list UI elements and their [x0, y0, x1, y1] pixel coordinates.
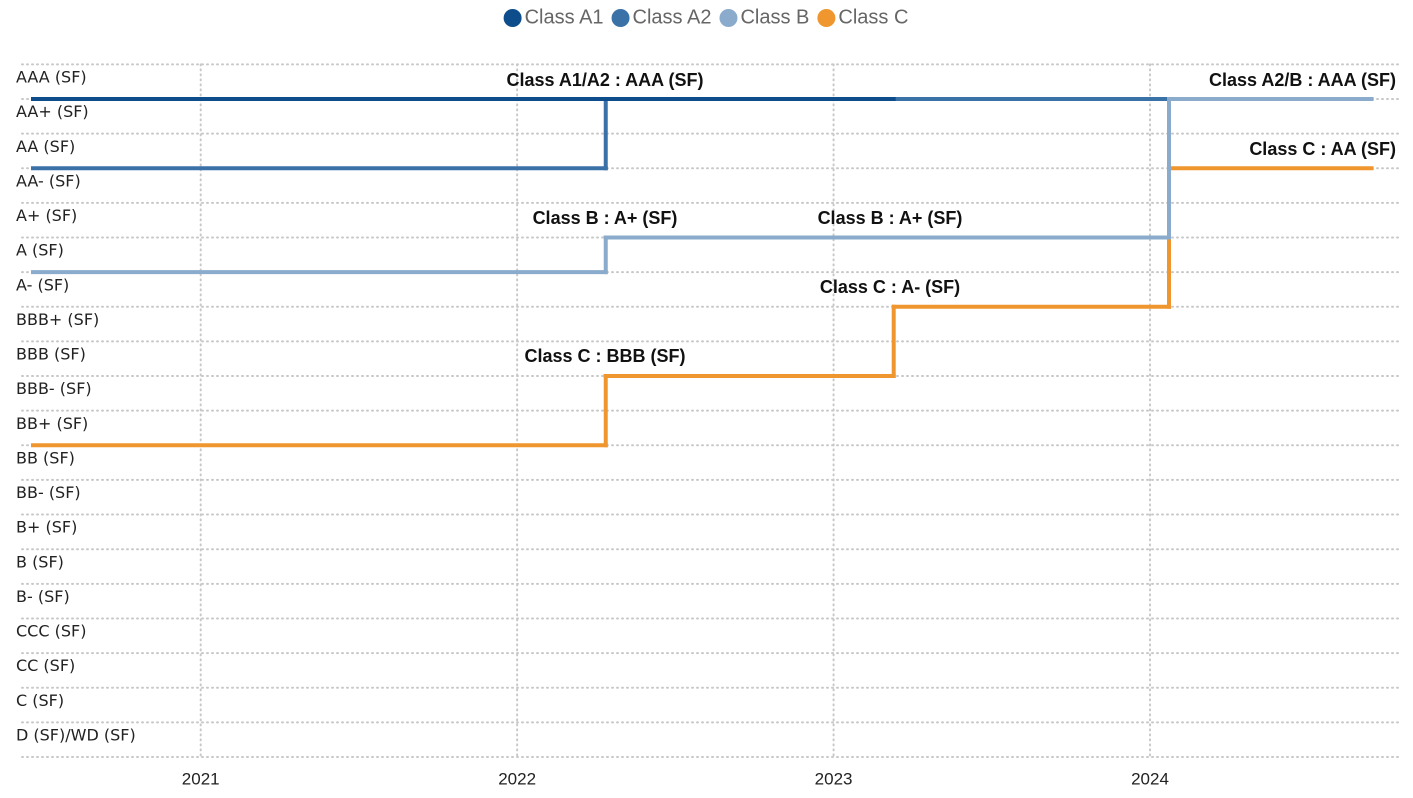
y-tick-label: BBB- (SF) [16, 379, 92, 398]
annotation: Class C : BBB (SF) [524, 346, 685, 366]
series-line [30, 97, 1374, 275]
y-tick-label: A- (SF) [16, 275, 69, 294]
annotation: Class C : A- (SF) [820, 277, 960, 297]
y-tick-label: BB (SF) [16, 448, 75, 467]
legend-label: Class B [740, 6, 809, 28]
annotation: Class A2/B : AAA (SF) [1209, 70, 1396, 90]
y-tick-label: AA+ (SF) [16, 102, 89, 121]
legend-label: Class A1 [525, 6, 604, 28]
legend-label: Class C [838, 6, 908, 28]
y-tick-label: BB- (SF) [16, 483, 81, 502]
annotation: Class A1/A2 : AAA (SF) [506, 70, 703, 90]
legend-marker [611, 9, 630, 27]
y-tick-label: BB+ (SF) [16, 414, 88, 433]
series-line [30, 166, 1374, 448]
x-tick-label: 2024 [1131, 769, 1169, 788]
y-tick-label: D (SF)/WD (SF) [16, 725, 136, 744]
y-tick-label: CCC (SF) [16, 622, 86, 641]
x-tick-label: 2023 [815, 769, 853, 788]
y-tick-label: A+ (SF) [16, 206, 77, 225]
y-tick-label: C (SF) [16, 691, 64, 710]
y-tick-label: AA (SF) [16, 137, 75, 156]
y-tick-label: BBB+ (SF) [16, 310, 99, 329]
y-tick-label: AA- (SF) [16, 171, 81, 190]
y-tick-label: A (SF) [16, 241, 64, 260]
legend-label: Class A2 [633, 6, 712, 28]
y-tick-label: B- (SF) [16, 587, 70, 606]
annotation: Class B : A+ (SF) [818, 208, 963, 228]
legend: Class A1 Class A2 Class B Class C [503, 6, 908, 28]
annotation: Class B : A+ (SF) [533, 208, 678, 228]
y-tick-label: BBB (SF) [16, 345, 86, 364]
x-tick-label: 2022 [498, 769, 536, 788]
y-tick-label: B+ (SF) [16, 518, 77, 537]
annotation: Class C : AA (SF) [1249, 139, 1396, 159]
legend-marker [503, 9, 522, 27]
x-tick-label: 2021 [182, 769, 220, 788]
y-tick-label: CC (SF) [16, 656, 75, 675]
y-tick-label: B (SF) [16, 552, 64, 571]
y-tick-label: AAA (SF) [16, 68, 87, 87]
legend-marker [817, 9, 836, 27]
legend-marker [719, 9, 738, 27]
